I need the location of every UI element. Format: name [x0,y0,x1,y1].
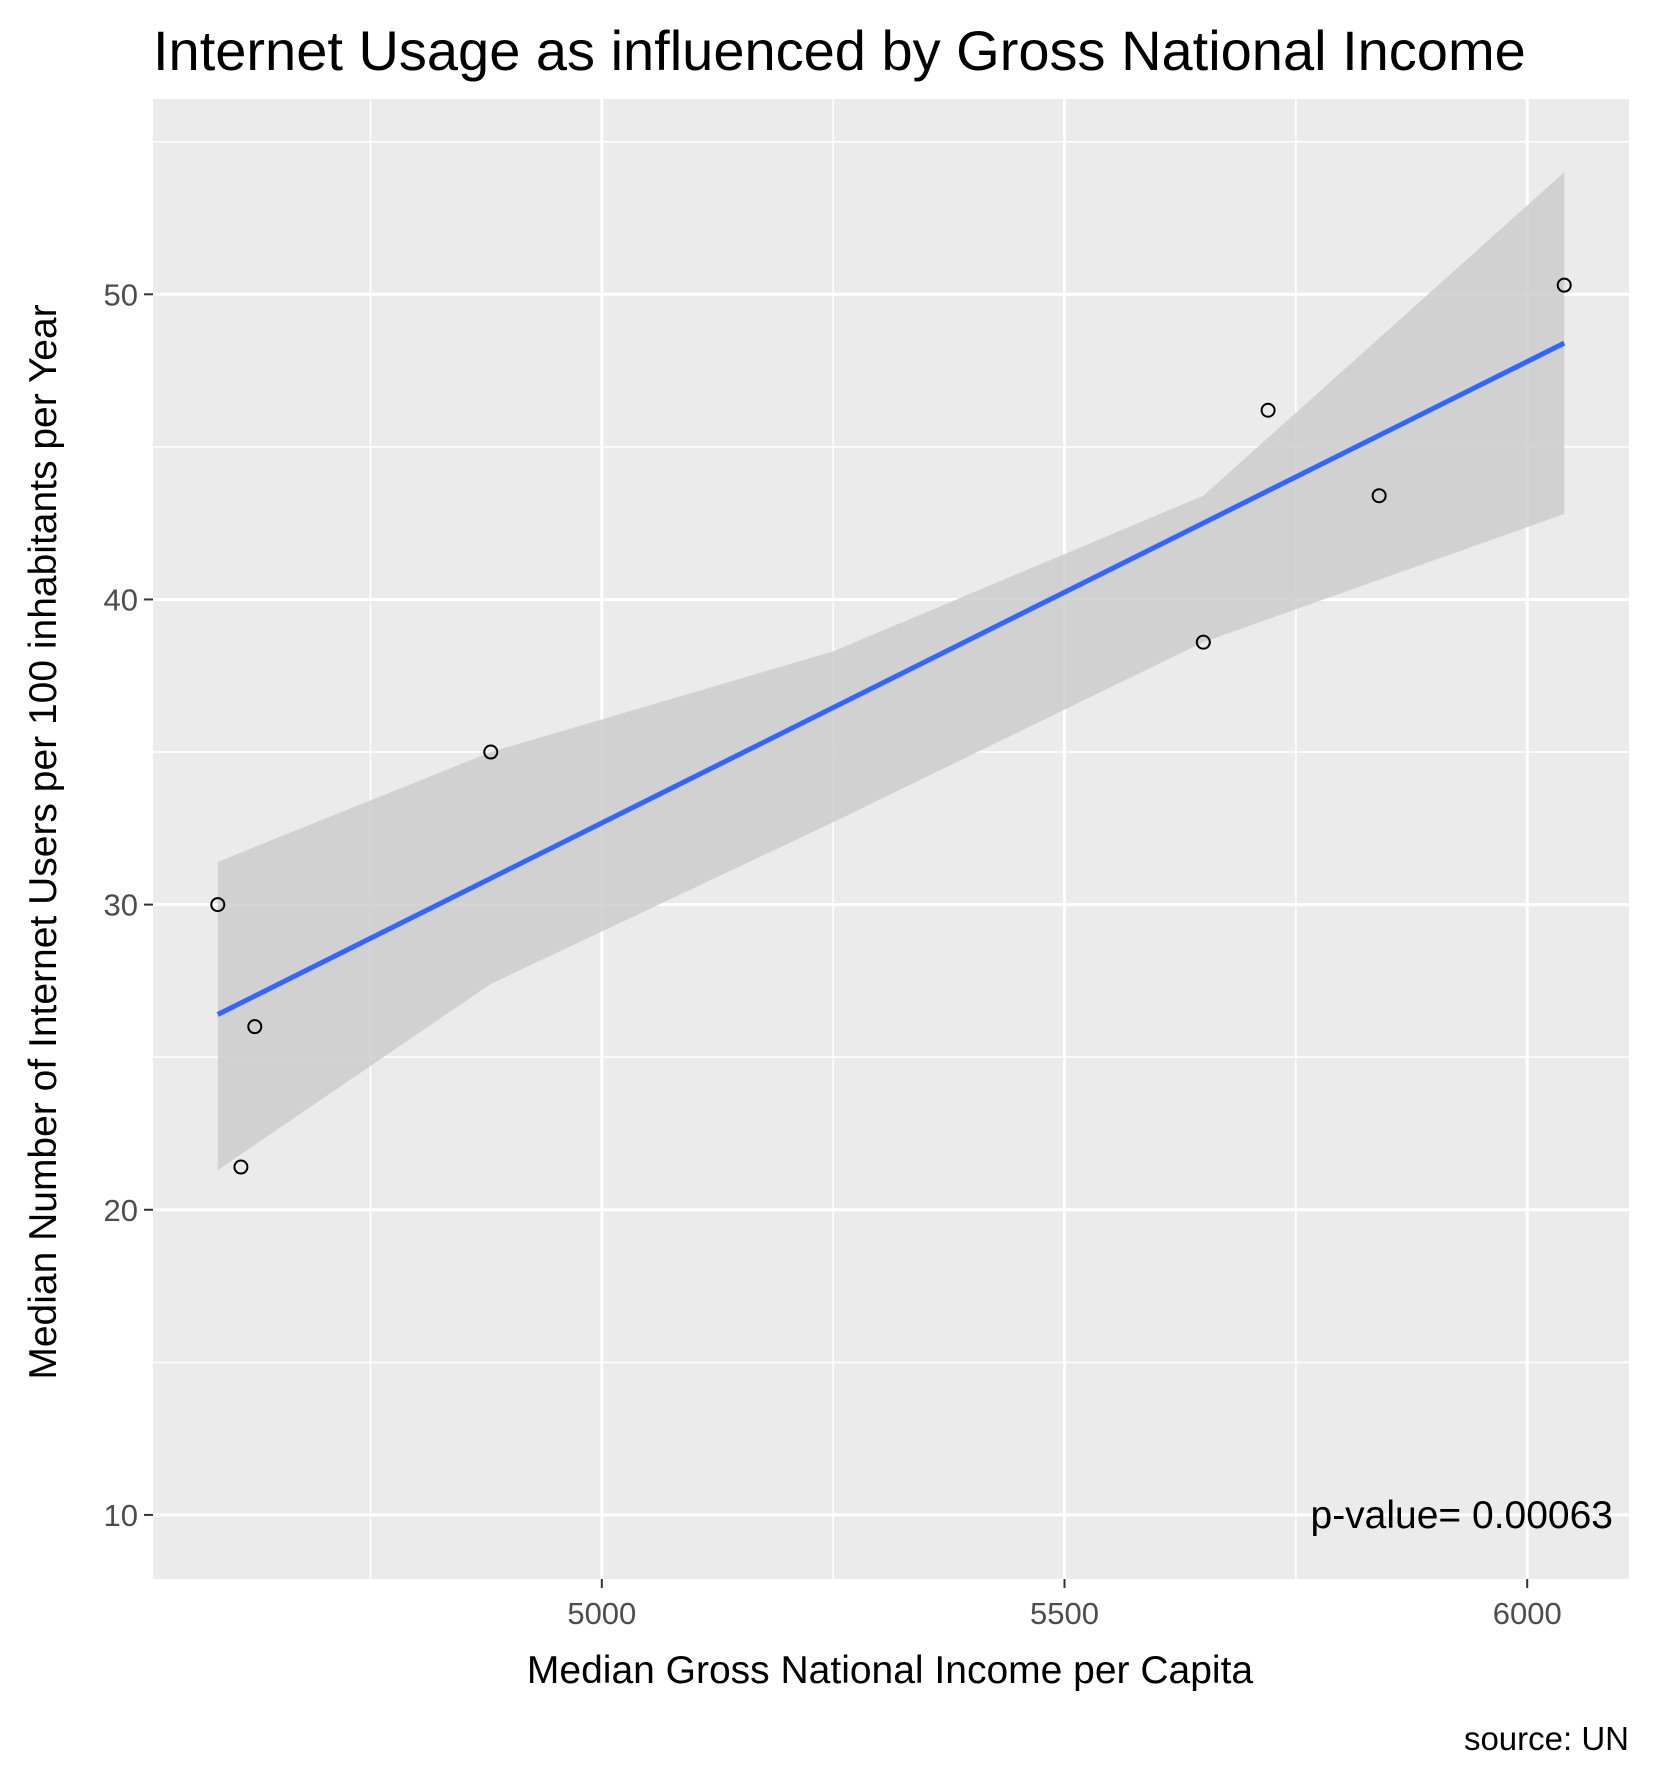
data-points [210,277,1572,1175]
data-point [483,744,499,760]
y-axis-title: Median Number of Internet Users per 100 … [22,304,65,1379]
data-point [233,1159,249,1175]
data-point [1260,402,1276,418]
y-tick-label: 30 [104,888,138,923]
x-tick-label: 6000 [1493,1596,1562,1631]
y-axis: 10 20 30 40 50 [104,277,153,1533]
y-tick-label: 10 [104,1498,138,1533]
y-tick-label: 50 [104,277,138,312]
source-caption: source: UN [1464,1720,1629,1757]
data-point [1556,277,1572,293]
x-axis: 5000 5500 6000 [567,1579,1562,1631]
data-point [1195,634,1211,650]
chart-title: Internet Usage as influenced by Gross Na… [153,19,1526,82]
x-tick-label: 5000 [567,1596,636,1631]
p-value-annotation: p-value= 0.00063 [1311,1494,1614,1537]
y-tick-label: 40 [104,582,138,617]
trend-line [216,340,1566,1017]
confidence-band [217,172,1565,1171]
data-point [247,1019,263,1035]
y-tick-label: 20 [104,1193,138,1228]
data-point [210,897,226,913]
x-tick-label: 5500 [1030,1596,1099,1631]
data-point [1371,488,1387,504]
x-axis-title: Median Gross National Income per Capita [527,1649,1253,1692]
